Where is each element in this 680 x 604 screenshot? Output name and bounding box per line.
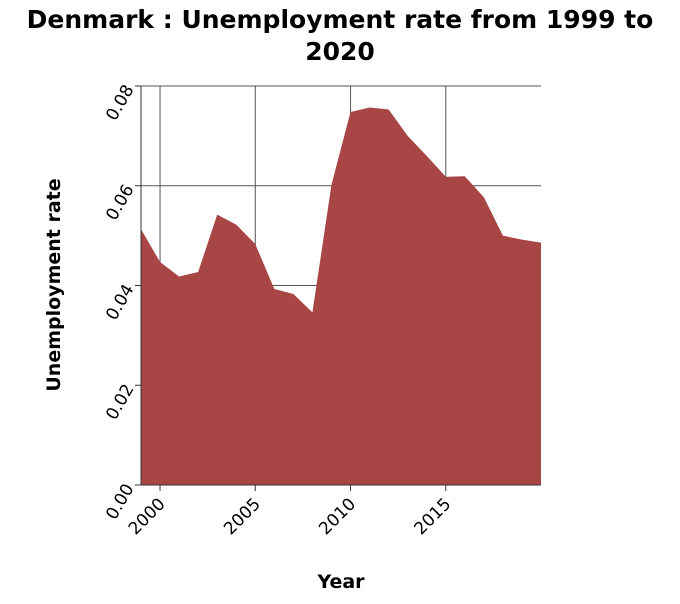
y-axis-label: Unemployment rate [43,178,65,391]
y-tick-label: 0.02 [102,381,138,424]
y-tick-label: 0.08 [102,82,138,125]
chart-title-line-2: 2020 [305,37,375,66]
x-axis-ticks: 2000 2005 2010 2015 [125,485,455,539]
chart-title: Denmark : Unemployment rate from 1999 to… [0,4,680,68]
y-tick-label: 0.06 [102,181,138,224]
y-tick-label: 0.04 [102,281,138,324]
x-tick-label: 2005 [220,494,265,539]
x-tick-label: 2015 [411,494,456,539]
y-axis-ticks: 0.000.020.040.060.08 [102,82,141,523]
area-series [141,107,541,485]
chart-title-line-1: Denmark : Unemployment rate from 1999 to [26,5,654,34]
x-tick-label: 2010 [315,494,360,539]
x-axis-label: Year [316,571,365,593]
